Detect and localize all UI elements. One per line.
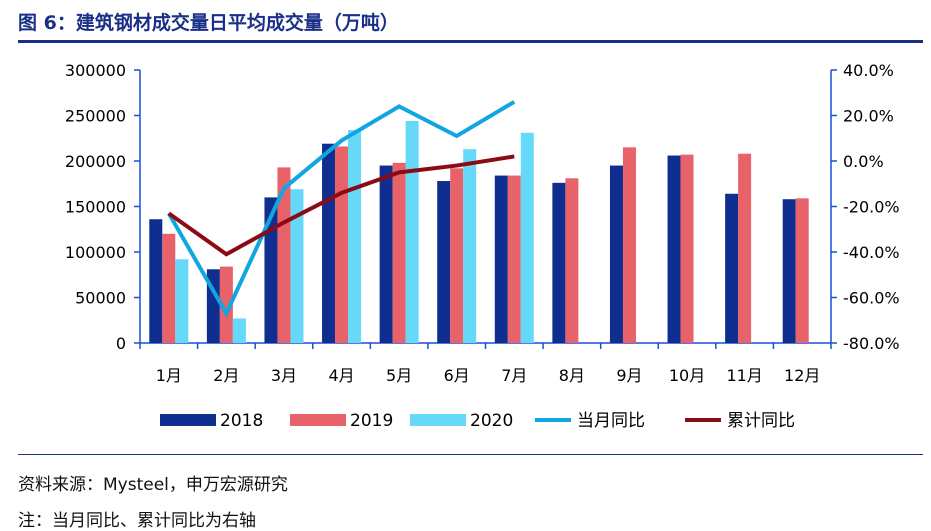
bar-2020-2月 xyxy=(232,318,246,343)
x-tick-label: 5月 xyxy=(386,366,412,385)
legend-label-2019: 2019 xyxy=(350,411,393,431)
bar-2019-10月 xyxy=(680,154,694,343)
x-tick-label: 12月 xyxy=(784,366,820,385)
source-note: 资料来源：Mysteel，申万宏源研究 xyxy=(18,475,288,495)
x-tick-label: 10月 xyxy=(669,366,705,385)
bar-2018-9月 xyxy=(609,165,623,343)
legend-swatch-2019 xyxy=(290,414,346,426)
x-tick-label: 9月 xyxy=(616,366,642,385)
bar-2018-3月 xyxy=(264,197,278,343)
bar-2018-5月 xyxy=(379,165,393,343)
legend-swatch-2018 xyxy=(160,414,216,426)
left-tick-label: 100000 xyxy=(65,243,126,262)
bar-2019-1月 xyxy=(162,233,176,343)
right-tick-label: -60.0% xyxy=(843,289,900,308)
bar-2019-3月 xyxy=(277,167,291,343)
bar-2020-1月 xyxy=(175,259,189,343)
axis-note: 注：当月同比、累计同比为右轴 xyxy=(18,511,256,531)
bar-2019-5月 xyxy=(392,162,406,343)
right-tick-label: 20.0% xyxy=(843,107,894,126)
right-tick-label: 0.0% xyxy=(843,152,884,171)
x-tick-label: 8月 xyxy=(559,366,585,385)
bar-2019-12月 xyxy=(795,198,809,343)
legend-label-2018: 2018 xyxy=(220,411,263,431)
right-tick-label: -20.0% xyxy=(843,198,900,217)
bar-2018-11月 xyxy=(725,193,739,343)
bar-2018-8月 xyxy=(552,182,566,343)
bar-2019-11月 xyxy=(738,153,752,343)
legend-label-当月同比: 当月同比 xyxy=(577,411,645,431)
bar-2019-7月 xyxy=(507,175,521,343)
bar-2019-8月 xyxy=(565,178,579,343)
title-rule xyxy=(18,40,923,43)
left-tick-label: 200000 xyxy=(65,152,126,171)
line-当月同比 xyxy=(167,100,516,318)
bar-2020-6月 xyxy=(463,149,477,343)
right-tick-label: -40.0% xyxy=(843,243,900,262)
right-tick-label: 40.0% xyxy=(843,61,894,80)
bar-2018-6月 xyxy=(437,181,451,343)
line-累计同比 xyxy=(167,154,515,257)
legend-label-2020: 2020 xyxy=(470,411,513,431)
bar-2019-6月 xyxy=(450,168,464,343)
x-tick-label: 4月 xyxy=(328,366,354,385)
bar-2018-10月 xyxy=(667,155,681,343)
x-tick-label: 1月 xyxy=(156,366,182,385)
legend-swatch-2020 xyxy=(410,414,466,426)
bar-2020-7月 xyxy=(520,132,534,343)
bar-2020-4月 xyxy=(348,130,362,343)
bar-2019-4月 xyxy=(335,146,349,343)
bar-2019-9月 xyxy=(622,147,636,343)
bar-2018-12月 xyxy=(782,199,796,343)
bar-2020-3月 xyxy=(290,189,304,343)
legend-label-累计同比: 累计同比 xyxy=(727,411,795,431)
left-tick-label: 0 xyxy=(116,334,126,353)
bar-2019-2月 xyxy=(219,266,233,343)
x-tick-label: 2月 xyxy=(213,366,239,385)
x-tick-label: 7月 xyxy=(501,366,527,385)
x-tick-label: 3月 xyxy=(271,366,297,385)
right-tick-label: -80.0% xyxy=(843,334,900,353)
left-tick-label: 50000 xyxy=(75,289,126,308)
left-tick-label: 300000 xyxy=(65,61,126,80)
chart: 0 50000 100000 150000 200000 250000 300000 -80.… xyxy=(65,61,900,431)
figure-title: 图 6：建筑钢材成交量日平均成交量（万吨） xyxy=(18,12,399,34)
bar-2018-1月 xyxy=(149,219,163,343)
x-tick-label: 11月 xyxy=(726,366,762,385)
bar-2018-7月 xyxy=(494,175,508,343)
x-tick-label: 6月 xyxy=(444,366,470,385)
left-tick-label: 250000 xyxy=(65,107,126,126)
bar-2020-5月 xyxy=(405,120,419,344)
left-tick-label: 150000 xyxy=(65,198,126,217)
footer-rule xyxy=(18,454,923,455)
bar-2018-4月 xyxy=(322,143,336,343)
